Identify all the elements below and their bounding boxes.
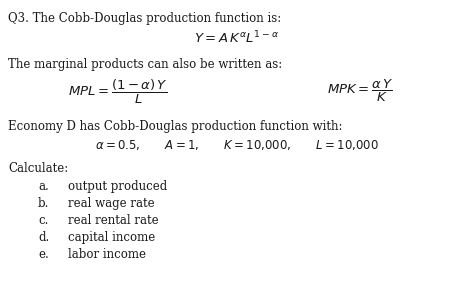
Text: $Y = A\,K^{\alpha}L^{1-\alpha}$: $Y = A\,K^{\alpha}L^{1-\alpha}$ bbox=[194, 30, 280, 47]
Text: a.: a. bbox=[38, 180, 49, 193]
Text: Q3. The Cobb-Douglas production function is:: Q3. The Cobb-Douglas production function… bbox=[8, 12, 281, 25]
Text: The marginal products can also be written as:: The marginal products can also be writte… bbox=[8, 58, 282, 71]
Text: b.: b. bbox=[38, 197, 49, 210]
Text: $\alpha = 0.5, \qquad A = 1, \qquad K = 10{,}000, \qquad L = 10{,}000$: $\alpha = 0.5, \qquad A = 1, \qquad K = … bbox=[95, 138, 379, 152]
Text: $MPL = \dfrac{(1-\alpha)\,Y}{L}$: $MPL = \dfrac{(1-\alpha)\,Y}{L}$ bbox=[68, 78, 168, 106]
Text: e.: e. bbox=[38, 248, 49, 261]
Text: real wage rate: real wage rate bbox=[68, 197, 155, 210]
Text: $MPK = \dfrac{\alpha\,Y}{K}$: $MPK = \dfrac{\alpha\,Y}{K}$ bbox=[327, 78, 393, 104]
Text: real rental rate: real rental rate bbox=[68, 214, 159, 227]
Text: labor income: labor income bbox=[68, 248, 146, 261]
Text: output produced: output produced bbox=[68, 180, 167, 193]
Text: d.: d. bbox=[38, 231, 49, 244]
Text: Economy D has Cobb-Douglas production function with:: Economy D has Cobb-Douglas production fu… bbox=[8, 120, 343, 133]
Text: c.: c. bbox=[38, 214, 48, 227]
Text: capital income: capital income bbox=[68, 231, 155, 244]
Text: Calculate:: Calculate: bbox=[8, 162, 68, 175]
